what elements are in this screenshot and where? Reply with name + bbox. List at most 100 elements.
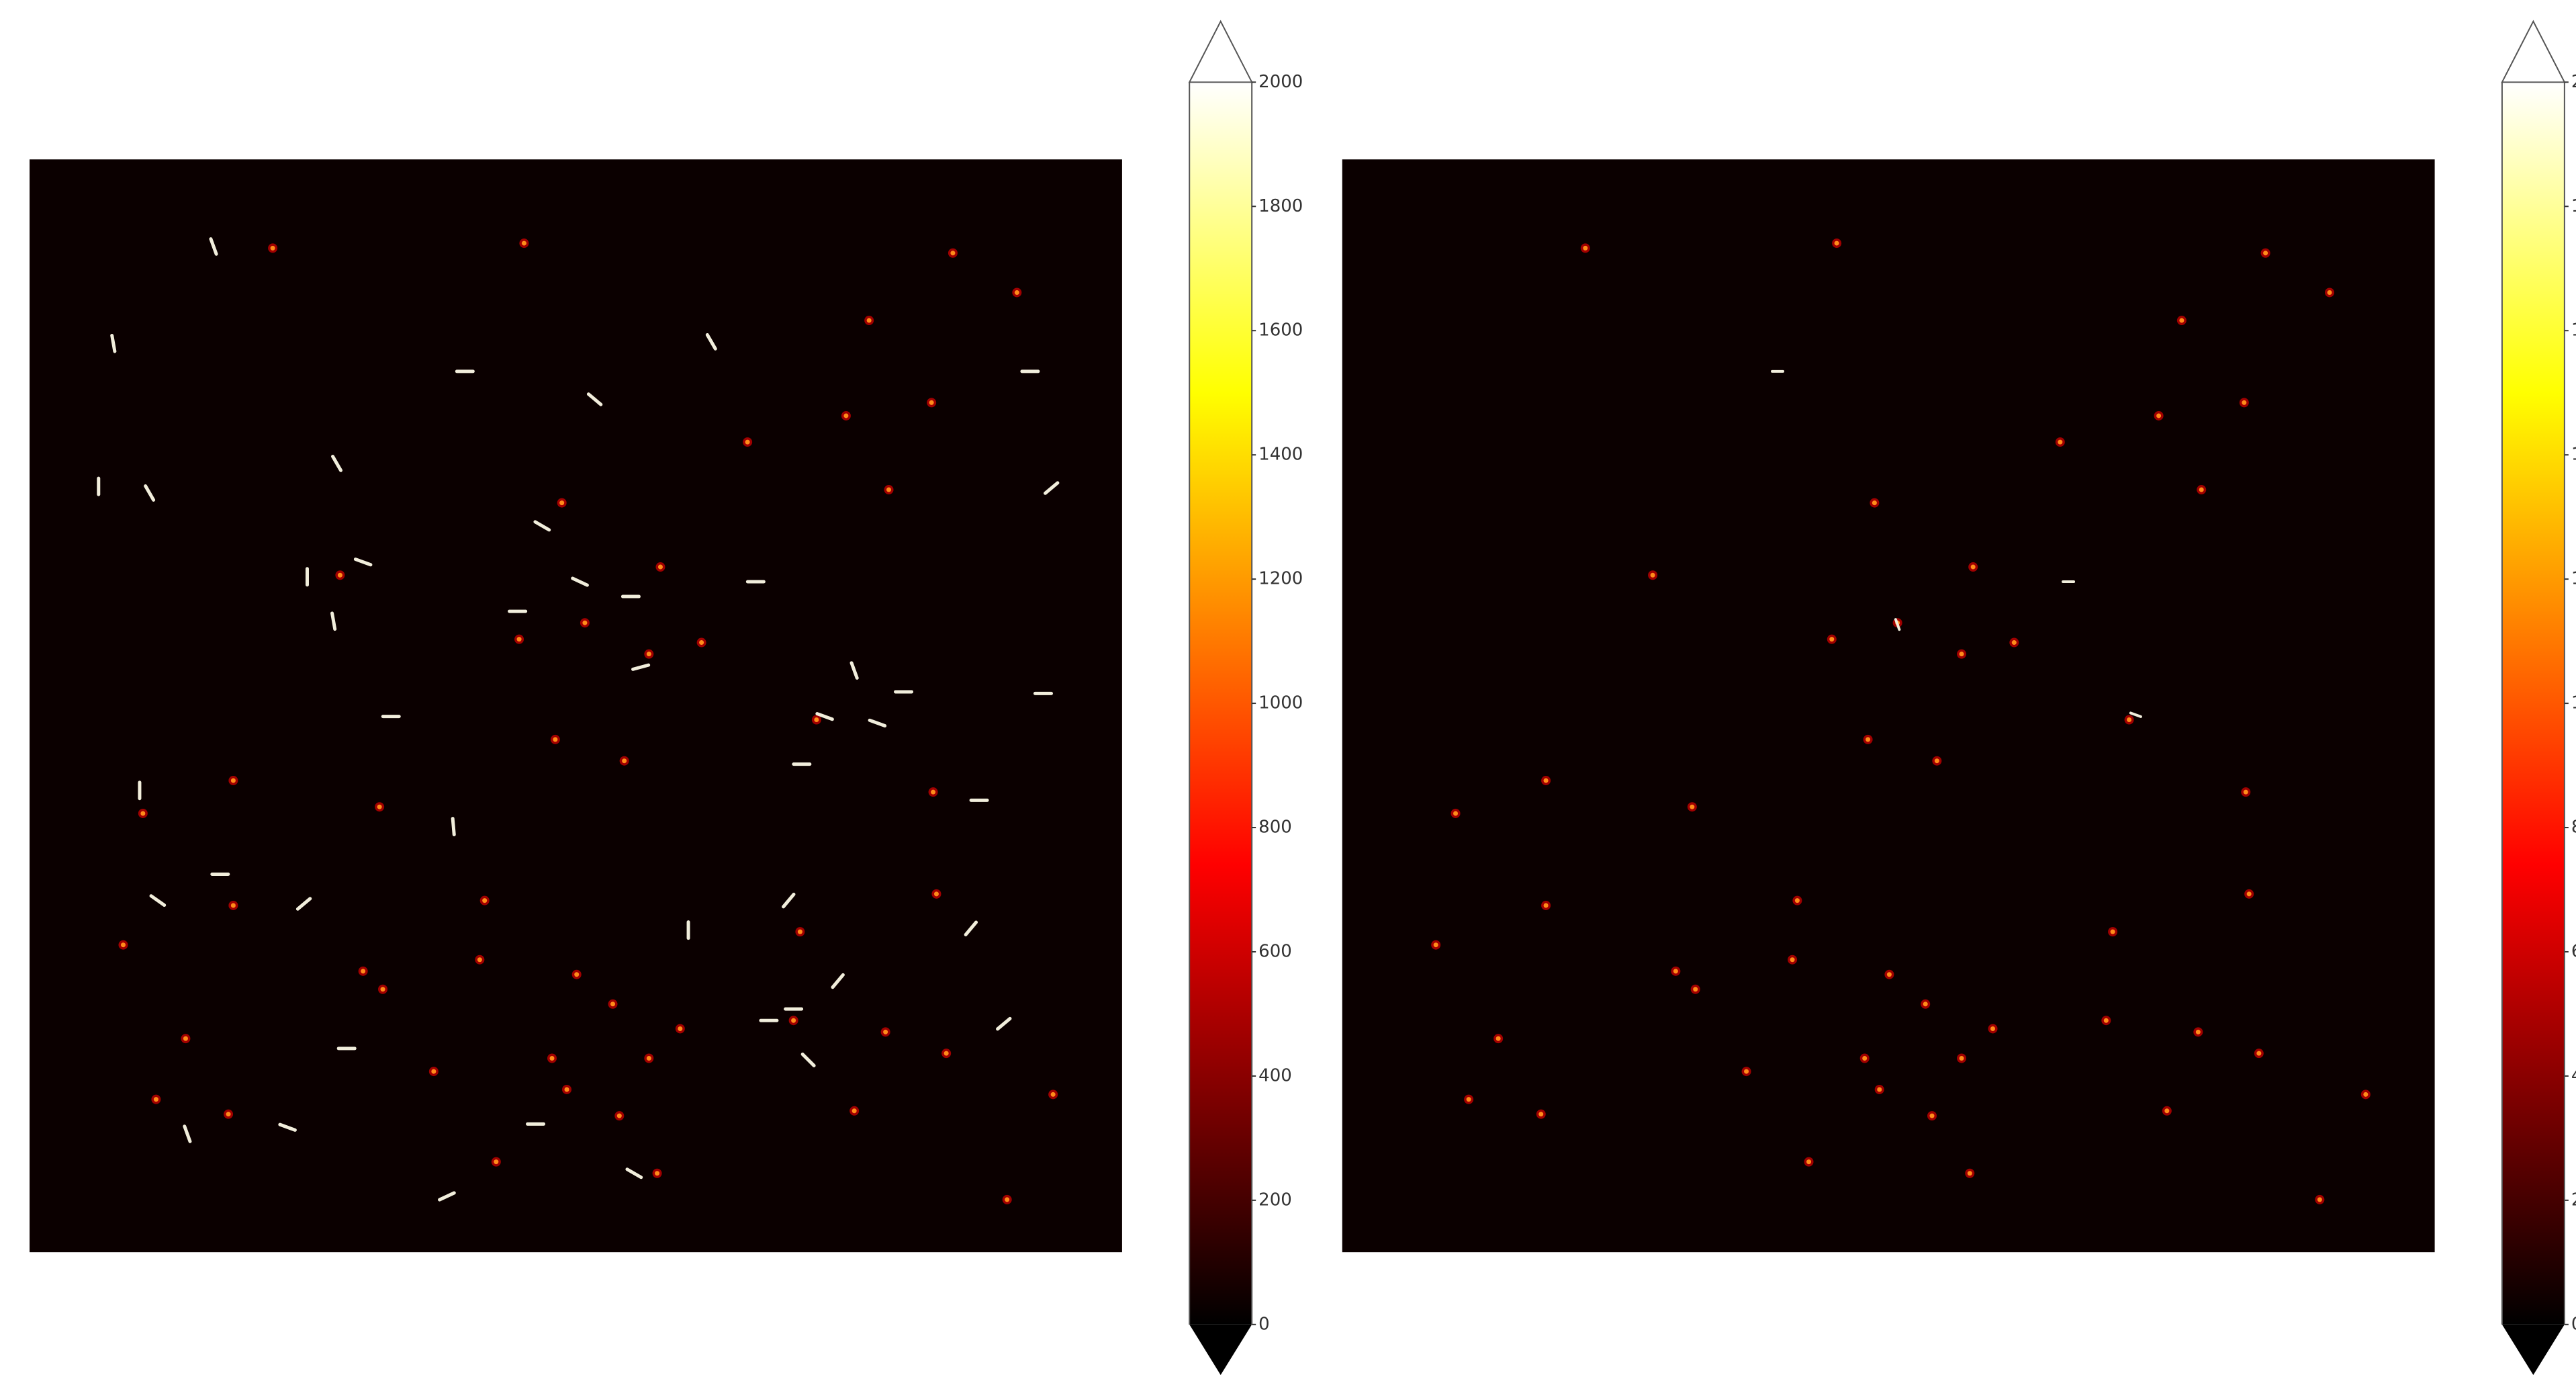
spot-core: [565, 1087, 569, 1092]
colorbar-tick-label: 0: [1258, 1314, 1270, 1334]
spot-core: [1960, 652, 1964, 656]
spot-core: [1693, 987, 1698, 991]
spot-core: [1538, 1112, 1543, 1116]
colorbar-tick-label: 400: [2571, 1065, 2576, 1085]
spot-core: [610, 1002, 615, 1006]
spot-core: [338, 573, 342, 578]
spot-core: [2179, 318, 2184, 323]
image-background: [30, 159, 1122, 1252]
spot-core: [2317, 1197, 2322, 1202]
spot-core: [559, 500, 564, 505]
spot-core: [798, 930, 802, 934]
spot-core: [494, 1159, 498, 1164]
colorbar-tick-label: 200: [2571, 1190, 2576, 1210]
spot-core: [1862, 1056, 1867, 1061]
spot-core: [1673, 969, 1678, 973]
spot-core: [2328, 290, 2332, 295]
spot-core: [1795, 898, 1800, 903]
spot-core: [231, 903, 236, 907]
spot-core: [791, 1018, 796, 1023]
spot-core: [2104, 1018, 2109, 1023]
image-panel: [1342, 159, 2435, 1252]
colorbar-tick-label: 2000: [2571, 72, 2576, 92]
spot-core: [867, 318, 872, 323]
spot-core: [678, 1026, 682, 1031]
spot-core: [1935, 758, 1939, 763]
colorbar-tick-label: 0: [2571, 1314, 2576, 1334]
spot-core: [1990, 1026, 1995, 1031]
spot-core: [1051, 1092, 1056, 1097]
spot-core: [1651, 573, 1655, 578]
spot-core: [929, 400, 934, 405]
spot-core: [883, 1030, 888, 1034]
colorbar: [1189, 82, 1252, 1325]
spot-core: [1744, 1069, 1749, 1074]
spot-core: [2127, 717, 2131, 722]
spot-core: [121, 942, 126, 947]
spot-core: [482, 898, 487, 903]
spot-core: [2058, 440, 2062, 445]
spot-core: [1005, 1197, 1009, 1202]
colorbar-extend-min: [1189, 1325, 1252, 1375]
spot-core: [699, 640, 704, 645]
spot-core: [655, 1171, 659, 1176]
spot-core: [647, 652, 651, 656]
spot-core: [231, 779, 236, 783]
spot-core: [852, 1108, 857, 1113]
spot-core: [2363, 1092, 2368, 1097]
spot-core: [622, 758, 627, 763]
spot-core: [2156, 413, 2161, 418]
colorbar-tick-label: 1600: [2571, 320, 2576, 341]
spot-core: [1806, 1159, 1811, 1164]
spot-core: [550, 1056, 555, 1061]
spot-core: [647, 1056, 651, 1061]
spot-core: [1544, 779, 1549, 783]
spot-core: [931, 790, 935, 795]
colorbar-tick-label: 2000: [1258, 72, 1303, 92]
spot-core: [814, 717, 819, 722]
colorbar-tick-label: 1200: [2571, 569, 2576, 589]
spot-core: [886, 488, 891, 492]
spot-core: [1829, 637, 1834, 641]
image-background: [1342, 159, 2435, 1252]
spot-core: [2256, 1051, 2261, 1056]
spot-core: [1887, 972, 1892, 977]
page: 0200400600800100012001400160018002000020…: [0, 0, 2576, 1375]
spot-core: [574, 972, 579, 977]
spot-core: [1690, 805, 1694, 809]
colorbar-tick-label: 1000: [2571, 693, 2576, 713]
spot-core: [140, 811, 145, 815]
spot-core: [183, 1036, 188, 1041]
spot-core: [553, 737, 557, 742]
spot-core: [617, 1114, 622, 1118]
spot-core: [1877, 1087, 1882, 1092]
spot-core: [944, 1051, 949, 1056]
spot-core: [2244, 790, 2248, 795]
spot-core: [2263, 251, 2268, 255]
spot-core: [745, 440, 750, 445]
colorbar-tick-label: 1600: [1258, 320, 1303, 341]
colorbar-tick-label: 1800: [2571, 196, 2576, 216]
spot-core: [1968, 1171, 1972, 1176]
spot-core: [2164, 1108, 2169, 1113]
spot-core: [582, 621, 587, 625]
spot-core: [1930, 1114, 1935, 1118]
spot-core: [226, 1112, 231, 1116]
spot-core: [381, 987, 385, 991]
spot-core: [2247, 891, 2252, 896]
colorbar-extend-max: [1189, 21, 1252, 83]
streak: [453, 819, 454, 835]
spot-core: [2196, 1030, 2201, 1034]
colorbar-tick-label: 1800: [1258, 196, 1303, 216]
colorbar-tick-label: 1000: [1258, 693, 1303, 713]
colorbar-tick-label: 1400: [1258, 445, 1303, 465]
spot-core: [843, 413, 848, 418]
spot-core: [1453, 811, 1458, 815]
spot-core: [431, 1069, 436, 1074]
spot-core: [1971, 565, 1976, 570]
spot-core: [522, 241, 526, 246]
spot-core: [1583, 246, 1588, 251]
colorbar: [2502, 82, 2565, 1325]
spot-core: [2111, 930, 2115, 934]
image-panel: [30, 159, 1122, 1252]
